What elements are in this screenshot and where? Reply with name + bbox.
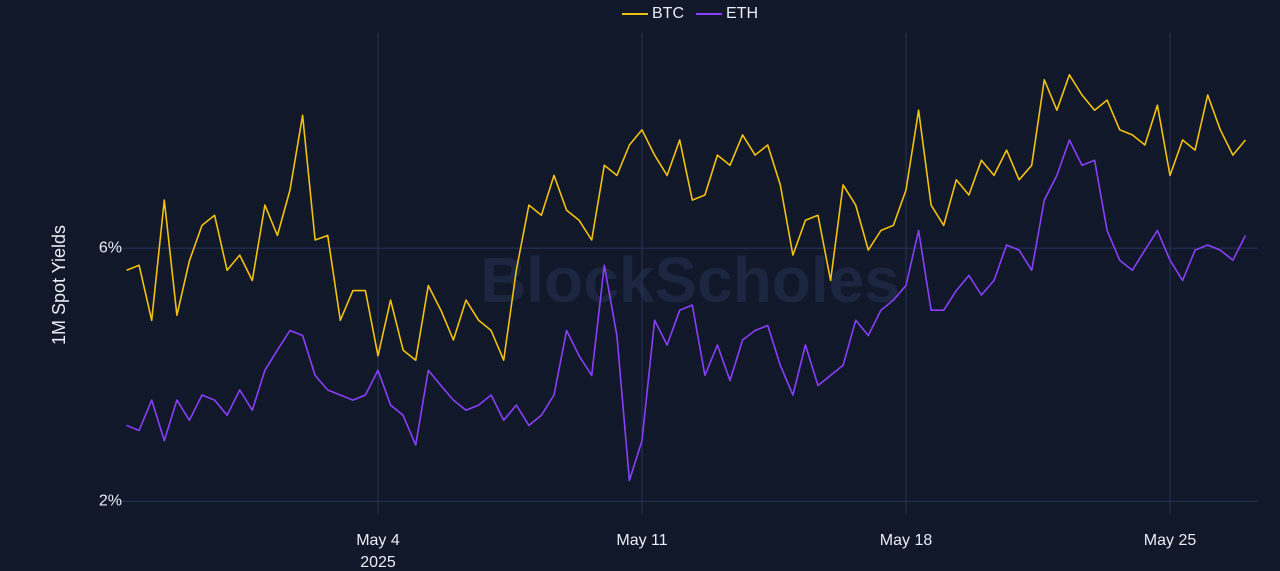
x-tick-label: May 11 [616, 532, 667, 549]
y-tick-label: 2% [99, 493, 122, 510]
series-line [126, 74, 1247, 361]
series-line [126, 139, 1247, 482]
x-tick-label: May 4 [356, 532, 400, 549]
y-tick-label: 6% [99, 239, 122, 256]
legend-label[interactable]: ETH [726, 5, 758, 22]
x-tick-sublabel: 2025 [360, 554, 396, 571]
x-tick-label: May 25 [1144, 532, 1197, 549]
x-tick-label: May 18 [880, 532, 933, 549]
legend-label[interactable]: BTC [652, 5, 684, 22]
y-axis-title: 1M Spot Yields [49, 225, 69, 345]
watermark: BlockScholes [480, 244, 900, 316]
